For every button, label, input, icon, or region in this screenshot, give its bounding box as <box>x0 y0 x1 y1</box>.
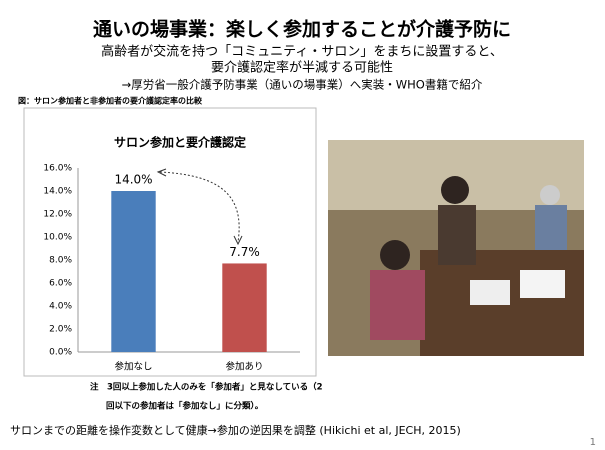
y-tick-label: 10.0% <box>43 233 72 243</box>
data-label: 14.0% <box>114 173 152 187</box>
arrow-head <box>156 168 167 177</box>
photo <box>328 140 584 356</box>
note: 注 3回以上参加した人のみを「参加者」と見なしている（2 <box>90 382 323 393</box>
y-tick-label: 6.0% <box>49 279 72 289</box>
chart-frame <box>23 107 317 377</box>
slide-title: 通いの場事業：楽しく参加することが介護予防に <box>93 18 511 41</box>
x-tick-label: 参加なし <box>114 361 152 373</box>
x-tick-label: 参加あり <box>225 361 263 373</box>
subtitle: →厚労省一般介護予防事業（通いの場事業）へ実装・WHO書籍で紹介 <box>122 78 483 92</box>
arrow-head <box>233 235 243 246</box>
y-tick-label: 4.0% <box>49 302 72 312</box>
figure-caption: 図：サロン参加者と非参加者の要介護認定率の比較 <box>18 96 203 106</box>
y-tick-label: 12.0% <box>43 210 72 220</box>
chart-title: サロン参加と要介護認定 <box>114 135 246 150</box>
note: 回以下の参加者は「参加なし」に分類）。 <box>106 401 263 412</box>
data-label: 7.7% <box>229 245 260 259</box>
y-tick-label: 16.0% <box>43 164 72 174</box>
bar <box>222 263 267 352</box>
y-tick-label: 0.0% <box>49 348 72 358</box>
y-tick-label: 14.0% <box>43 187 72 197</box>
footer: サロンまでの距離を操作変数として健康→参加の逆因果を調整 (Hikichi et… <box>10 423 461 437</box>
y-tick-label: 8.0% <box>49 256 72 266</box>
subtitle: 要介護認定率が半減する可能性 <box>211 60 393 76</box>
arrow <box>159 171 240 243</box>
page-number: 1 <box>590 437 596 448</box>
y-tick-label: 2.0% <box>49 325 72 335</box>
subtitle: 高齢者が交流を持つ「コミュニティ・サロン」をまちに設置すると、 <box>101 44 503 60</box>
bar <box>111 191 156 352</box>
